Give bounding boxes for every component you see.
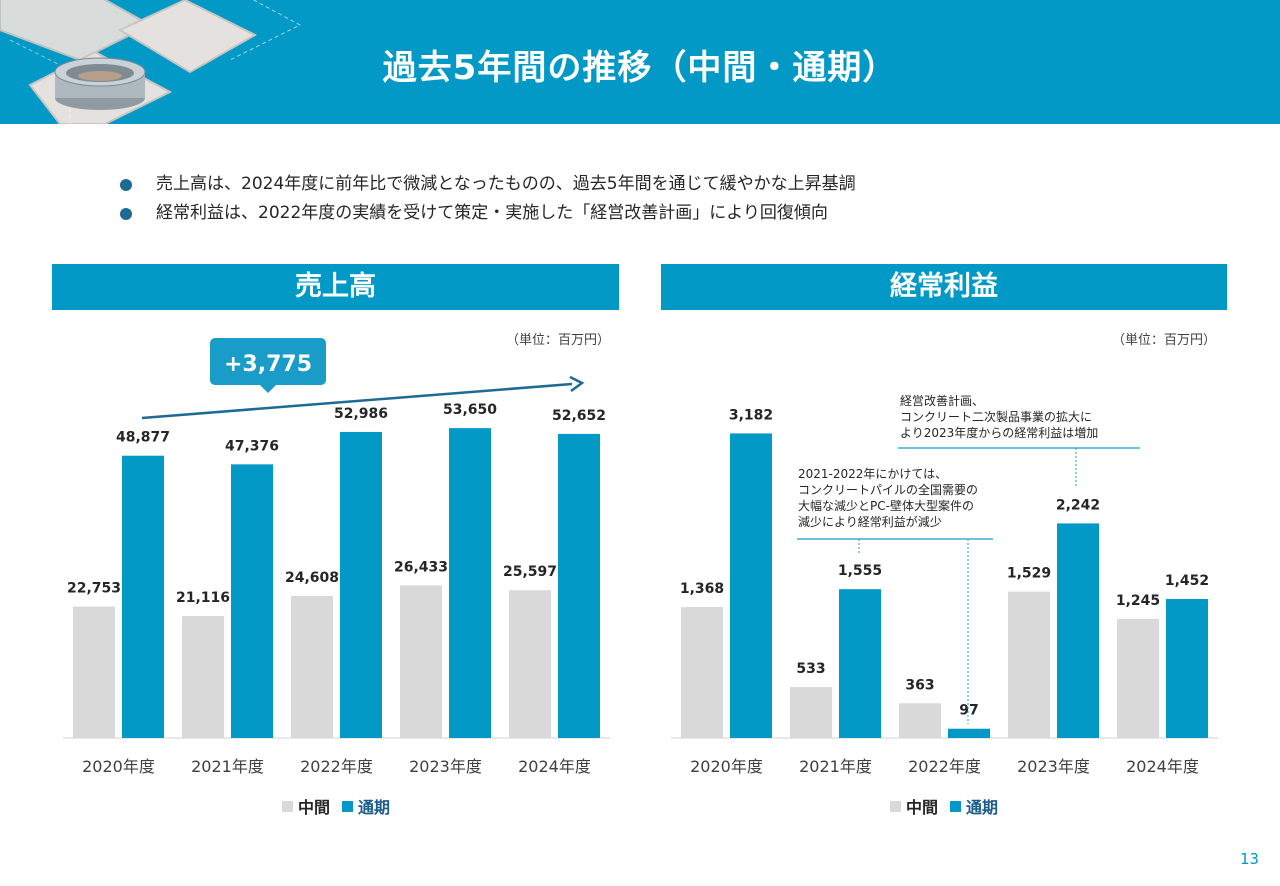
data-label-interim: 363 (905, 677, 934, 693)
trend-arrowhead-icon (569, 375, 585, 393)
bar-full (730, 433, 772, 738)
sales-chart-title: 売上高 (52, 264, 619, 310)
bullet-dot-icon (120, 179, 132, 191)
bar-interim (509, 590, 551, 738)
x-tick-label: 2023年度 (1017, 757, 1090, 776)
bar-interim (899, 703, 941, 738)
legend-swatch-interim (890, 800, 901, 812)
bar-full (122, 455, 164, 738)
data-label-interim: 1,245 (1116, 593, 1160, 609)
x-tick-label: 2022年度 (908, 757, 981, 776)
legend-label-interim: 中間 (906, 798, 939, 817)
data-label-interim: 1,368 (680, 581, 724, 597)
bar-interim (182, 616, 224, 738)
x-tick-label: 2022年度 (300, 757, 373, 776)
annotation-improvement-plan: 経営改善計画、 コンクリート二次製品事業の拡大に より2023年度からの経常利益… (900, 394, 1099, 440)
bar-interim (73, 606, 115, 738)
x-tick-label: 2021年度 (191, 757, 264, 776)
bar-full (1057, 523, 1099, 738)
bullet-text: 売上高は、2024年度に前年比で微減となったものの、過去5年間を通じて緩やかな上… (156, 174, 856, 194)
bar-interim (790, 686, 832, 738)
trend-callout-box (210, 338, 326, 385)
bullet-list: 売上高は、2024年度に前年比で微減となったものの、過去5年間を通じて緩やかな上… (120, 170, 856, 228)
legend-item-full: 通期 (950, 794, 998, 818)
data-label-full: 3,182 (729, 407, 773, 423)
trend-callout-label: +3,775 (224, 352, 312, 377)
legend-label-full: 通期 (966, 798, 999, 817)
bar-interim (681, 607, 723, 738)
x-tick-label: 2020年度 (82, 757, 155, 776)
sales-unit-label: （単位：百万円） (506, 333, 611, 348)
bar-full (839, 589, 881, 738)
bullet-item: 経常利益は、2022年度の実績を受けて策定・実施した「経営改善計画」により回復傾… (120, 199, 856, 228)
data-label-full: 52,652 (552, 408, 606, 424)
bar-interim (1008, 591, 1050, 738)
annotation-demand-decline: 2021-2022年にかけては、 コンクリートパイルの全国需要の 大幅な減少とP… (798, 467, 979, 529)
data-label-full: 1,555 (838, 563, 882, 579)
trend-callout-pointer-icon (260, 385, 276, 393)
title-banner: 過去5年間の推移（中間・通期） (0, 0, 1280, 124)
page-title: 過去5年間の推移（中間・通期） (382, 48, 898, 88)
data-label-full: 97 (959, 703, 978, 719)
bullet-text: 経常利益は、2022年度の実績を受けて策定・実施した「経営改善計画」により回復傾… (156, 203, 828, 223)
legend-swatch-full (950, 800, 962, 812)
data-label-interim: 21,116 (176, 590, 230, 606)
legend-label-full: 通期 (358, 798, 391, 817)
data-label-full: 1,452 (1165, 573, 1209, 589)
data-label-interim: 533 (796, 661, 825, 677)
decorative-tiles-icon (0, 0, 302, 124)
x-tick-label: 2020年度 (690, 757, 763, 776)
data-label-full: 47,376 (225, 438, 279, 454)
profit-chart-title: 経常利益 (661, 264, 1227, 310)
legend-swatch-interim (282, 800, 293, 812)
x-tick-label: 2024年度 (1126, 757, 1199, 776)
bar-interim (400, 585, 442, 738)
legend-swatch-full (342, 800, 354, 812)
bar-interim (1117, 618, 1159, 738)
data-label-interim: 22,753 (67, 581, 121, 597)
legend-item-interim: 中間 (890, 794, 938, 818)
x-tick-label: 2023年度 (409, 757, 482, 776)
bar-full (948, 728, 990, 738)
page-number: 13 (1240, 850, 1260, 868)
profit-legend: 中間 通期 (890, 794, 1010, 818)
legend-label-interim: 中間 (298, 798, 331, 817)
data-label-full: 53,650 (443, 402, 497, 418)
bar-interim (291, 595, 333, 738)
data-label-interim: 1,529 (1007, 566, 1051, 582)
bar-full (558, 433, 600, 738)
data-label-full: 2,242 (1056, 497, 1100, 513)
bar-full (340, 431, 382, 738)
bullet-dot-icon (120, 208, 132, 220)
x-tick-label: 2021年度 (799, 757, 872, 776)
legend-item-interim: 中間 (282, 794, 330, 818)
data-label-interim: 26,433 (394, 559, 448, 575)
bullet-item: 売上高は、2024年度に前年比で微減となったものの、過去5年間を通じて緩やかな上… (120, 170, 856, 199)
bar-full (449, 428, 491, 738)
trend-arrow-line (141, 382, 573, 420)
legend-item-full: 通期 (342, 794, 390, 818)
data-label-full: 52,986 (334, 406, 388, 422)
bar-full (231, 464, 273, 738)
data-label-full: 48,877 (116, 430, 170, 446)
x-tick-label: 2024年度 (518, 757, 591, 776)
data-label-interim: 25,597 (503, 564, 557, 580)
sales-legend: 中間 通期 (282, 794, 402, 818)
bar-full (1166, 599, 1208, 738)
data-label-interim: 24,608 (285, 570, 339, 586)
profit-unit-label: （単位：百万円） (1112, 333, 1217, 348)
